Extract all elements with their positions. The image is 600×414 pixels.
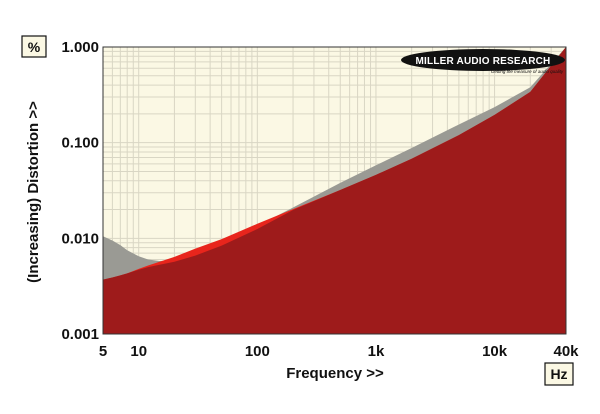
x-unit-box: Hz — [544, 362, 574, 386]
x-tick-labels: 5 10 100 1k 10k 40k — [99, 343, 579, 360]
plot-frame — [102, 46, 567, 335]
x-tick-label: 100 — [245, 343, 270, 360]
x-tick-label: 1k — [368, 343, 385, 360]
brand-logo: MILLER AUDIO RESEARCH Getting the measur… — [401, 49, 565, 74]
x-tick-label: 10 — [130, 343, 147, 360]
x-axis-title: Frequency >> — [286, 365, 384, 382]
y-tick-label: 0.100 — [61, 135, 99, 152]
logo-ellipse — [401, 49, 565, 71]
x-tick-label: 40k — [553, 343, 579, 360]
x-tick-label: 10k — [482, 343, 508, 360]
x-unit-label: Hz — [550, 366, 567, 382]
logo-text: MILLER AUDIO RESEARCH — [416, 56, 551, 67]
y-tick-label: 0.010 — [61, 230, 99, 247]
logo-tagline: Getting the measure of audio quality — [491, 69, 564, 74]
y-tick-label: 0.001 — [61, 326, 99, 343]
x-tick-label: 5 — [99, 343, 107, 360]
y-tick-labels: 0.001 0.010 0.100 1.000 — [61, 39, 99, 343]
series-area-3 — [103, 47, 566, 334]
y-unit-label: % — [28, 39, 41, 55]
x-unit-box-frame — [544, 362, 574, 386]
series-areas — [103, 47, 566, 334]
y-unit-box: % — [21, 35, 47, 58]
y-axis-title: (Increasing) Distortion >> — [25, 101, 42, 283]
y-tick-label: 1.000 — [61, 39, 99, 56]
y-unit-box-frame — [21, 35, 47, 58]
